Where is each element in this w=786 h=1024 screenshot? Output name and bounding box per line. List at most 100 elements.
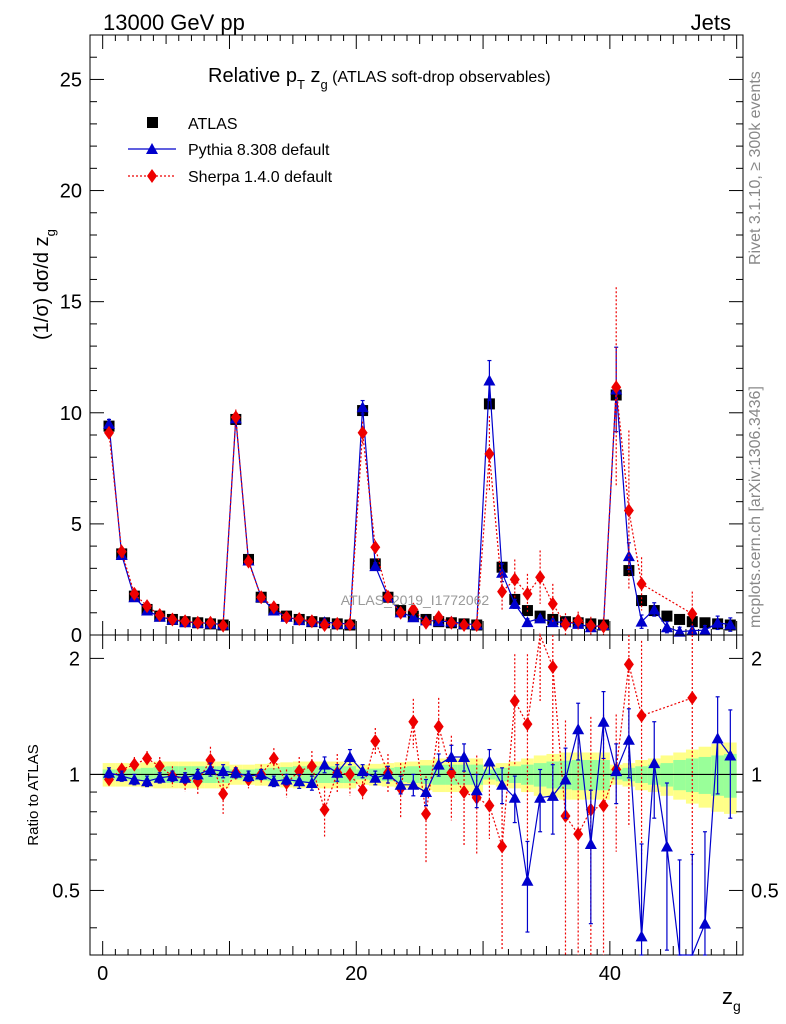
atlas-point [483, 398, 495, 410]
ratio-pythia-point [407, 778, 420, 790]
ratio-pythia-point [305, 777, 318, 789]
sherpa-point [142, 599, 153, 614]
sherpa-point [421, 615, 432, 630]
atlas-point [636, 595, 648, 607]
sherpa-point [395, 605, 406, 620]
ratio-pythia-point [521, 874, 534, 886]
sherpa-line [108, 387, 693, 628]
ratio-sherpa-point [370, 734, 381, 749]
main-y-tick-label: 20 [60, 181, 82, 203]
ratio-pythia-point [229, 766, 242, 778]
main-y-tick-label: 10 [60, 403, 82, 425]
x-axis-label: zg [722, 984, 741, 1014]
ratio-sherpa-line [108, 632, 693, 847]
ratio-pythia-point [191, 768, 204, 780]
ratio-pythia-point [217, 765, 230, 777]
ratio-sherpa-point [268, 751, 279, 766]
ratio-pythia-point [622, 733, 635, 745]
ratio-y-tick-label: 1 [69, 764, 80, 786]
ratio-y-tick-label-right: 0.5 [751, 880, 779, 902]
ratio-pythia-point [660, 840, 673, 852]
main-y-label-text: (1/σ) dσ/d z [31, 236, 53, 340]
sherpa-point [446, 615, 457, 630]
sherpa-point [382, 589, 393, 604]
energy-label: 13000 GeV pp [103, 10, 245, 35]
title-var: z [305, 65, 321, 87]
sherpa-point [129, 586, 140, 601]
ratio-pythia-point [280, 773, 293, 785]
sherpa-point [547, 596, 558, 611]
legend-pythia-marker [146, 143, 158, 154]
atlas-point [699, 617, 711, 629]
pythia-point [521, 616, 534, 628]
sherpa-point [687, 606, 698, 621]
ratio-series-layer [103, 632, 737, 956]
ratio-pythia-point [356, 765, 369, 777]
process-label: Jets [691, 10, 731, 35]
ratio-pythia-point [432, 758, 445, 770]
ratio-frame [89, 634, 744, 956]
sherpa-point [636, 576, 647, 591]
main-axes: 0 5 10 15 20 25 [60, 34, 744, 647]
ratio-pythia-point [179, 771, 192, 783]
atlas-point [674, 613, 686, 625]
title-sub-t: T [297, 77, 305, 92]
main-y-tick-label: 25 [60, 69, 82, 91]
ratio-sherpa-point [433, 719, 444, 734]
ratio-pythia-point [458, 750, 471, 762]
pythia-point [508, 597, 521, 609]
ratio-pythia-point [242, 770, 255, 782]
ratio-sherpa-point [687, 690, 698, 705]
sherpa-point [357, 425, 368, 440]
chart-title: Relative pT zg (ATLAS soft-drop observab… [208, 65, 551, 92]
legend-atlas-marker [147, 117, 158, 128]
sherpa-point [497, 584, 508, 599]
sherpa-point [611, 380, 622, 395]
ratio-pythia-point [141, 775, 154, 787]
rivet-label: Rivet 3.1.10, ≥ 300k events [747, 71, 764, 265]
ratio-pythia-point [166, 770, 179, 782]
pythia-point [673, 625, 686, 637]
ratio-sherpa-point [421, 806, 432, 821]
pythia-point [660, 621, 673, 633]
main-y-tick-label: 15 [60, 292, 82, 314]
pythia-point [648, 603, 661, 615]
sherpa-point [243, 554, 254, 569]
main-y-tick-label: 5 [71, 514, 82, 536]
sherpa-point [268, 600, 279, 615]
x-label-sub: g [733, 998, 741, 1014]
ratio-y-tick-label: 2 [69, 648, 80, 670]
ratio-pythia-point [559, 773, 572, 785]
ratio-pythia-point [470, 784, 483, 796]
main-y-label-sub: g [43, 229, 58, 236]
ratio-sherpa-point [636, 708, 647, 723]
sherpa-point [306, 614, 317, 629]
pythia-point [635, 615, 648, 627]
pythia-point [103, 417, 116, 429]
sherpa-point [294, 612, 305, 626]
ratio-pythia-point [648, 757, 661, 769]
sherpa-point [180, 614, 191, 629]
legend-sherpa-marker [147, 169, 157, 183]
sherpa-point [332, 616, 343, 631]
ratio-pythia-point [445, 750, 458, 762]
ratio-y-tick-label-right: 1 [751, 764, 762, 786]
atlas-point [661, 610, 673, 622]
sherpa-point [484, 446, 495, 461]
x-label-text: z [722, 984, 733, 1009]
ratio-sherpa-point [446, 765, 457, 780]
sherpa-point [192, 615, 203, 630]
ratio-pythia-point [546, 789, 559, 801]
ratio-sherpa-point [154, 759, 165, 774]
sherpa-point [623, 503, 634, 518]
sherpa-point [230, 410, 241, 425]
ratio-sherpa-point [573, 827, 584, 842]
sherpa-point [471, 618, 482, 632]
ratio-band-inner [673, 759, 686, 791]
sherpa-point [218, 618, 229, 633]
sherpa-point [344, 617, 355, 632]
ratio-pythia-line [108, 721, 731, 956]
ratio-pythia-point [711, 732, 724, 744]
pythia-point [534, 612, 547, 624]
main-y-axis-label: (1/σ) dσ/d zg [31, 229, 58, 340]
